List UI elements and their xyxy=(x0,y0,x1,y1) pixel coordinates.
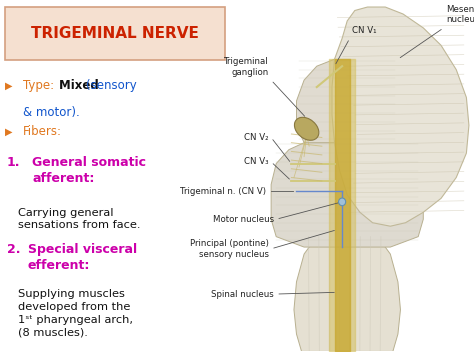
Text: 1.: 1. xyxy=(7,156,20,169)
Polygon shape xyxy=(332,7,469,226)
Text: CN V₂: CN V₂ xyxy=(244,133,269,142)
Polygon shape xyxy=(297,59,398,143)
Text: Trigeminal n. (CN V): Trigeminal n. (CN V) xyxy=(180,187,266,196)
FancyBboxPatch shape xyxy=(5,7,225,60)
Text: 2.: 2. xyxy=(7,243,20,256)
Text: Motor nucleus: Motor nucleus xyxy=(212,215,273,224)
Text: Mixed: Mixed xyxy=(59,80,102,92)
Text: Special visceral
efferent:: Special visceral efferent: xyxy=(27,243,137,272)
Text: Spinal nucleus: Spinal nucleus xyxy=(211,290,273,299)
Polygon shape xyxy=(271,143,423,247)
Text: (sensory: (sensory xyxy=(86,80,137,92)
Text: Carrying general
sensations from face.: Carrying general sensations from face. xyxy=(18,208,141,230)
Text: ▶: ▶ xyxy=(5,81,12,91)
Text: Fibers:: Fibers: xyxy=(23,125,62,138)
Text: ▶: ▶ xyxy=(5,126,12,136)
Text: Type:: Type: xyxy=(23,80,54,92)
Text: CN V₃: CN V₃ xyxy=(244,157,269,166)
Text: TRIGEMINAL NERVE: TRIGEMINAL NERVE xyxy=(31,26,199,41)
Ellipse shape xyxy=(338,198,346,206)
Text: General somatic
afferent:: General somatic afferent: xyxy=(32,156,146,185)
Text: & motor).: & motor). xyxy=(23,106,80,119)
Text: Mesencephalic
nucleus: Mesencephalic nucleus xyxy=(446,5,474,24)
Text: Supplying muscles
developed from the
1ˢᵗ pharyngeal arch,
(8 muscles).: Supplying muscles developed from the 1ˢᵗ… xyxy=(18,289,133,338)
Text: CN V₁: CN V₁ xyxy=(352,26,377,35)
Polygon shape xyxy=(294,237,401,351)
Ellipse shape xyxy=(294,117,319,140)
Text: Trigeminal
ganglion: Trigeminal ganglion xyxy=(224,57,269,77)
Text: Principal (pontine)
sensory nucleus: Principal (pontine) sensory nucleus xyxy=(190,239,269,258)
